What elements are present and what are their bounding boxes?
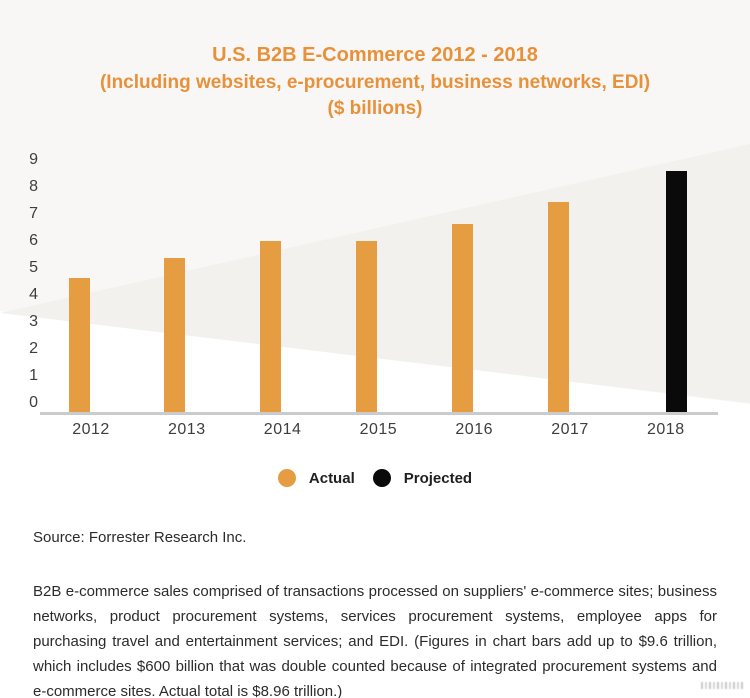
source-text: Source: Forrester Research Inc.: [33, 529, 247, 546]
bar-2012-actual: [68, 277, 90, 412]
y-tick-label-8: 8: [29, 178, 38, 195]
y-tick-label-2: 2: [29, 340, 38, 357]
chart-title-line-2: (Including websites, e-procurement, busi…: [99, 72, 651, 93]
legend-item-actual: Actual: [277, 469, 355, 487]
y-tick-label-0: 0: [29, 394, 38, 411]
watermark: [701, 682, 745, 689]
legend-label-projected: Projected: [403, 469, 473, 487]
chart-title-line-1: U.S. B2B E-Commerce 2012 - 2018: [212, 44, 538, 66]
y-tick-label-4: 4: [29, 286, 38, 303]
footnote-text: B2B e-commerce sales comprised of transa…: [33, 583, 717, 698]
chart-title-line-3: ($ billions): [327, 98, 423, 119]
y-tick-label-9: 9: [29, 151, 38, 168]
y-tick-label-1: 1: [29, 367, 38, 384]
x-tick-label-2017: 2017: [551, 421, 589, 438]
x-tick-label-2013: 2013: [168, 421, 206, 438]
bar-2017-actual: [547, 202, 569, 412]
bar-2013-actual: [164, 258, 186, 412]
bar-2014-actual: [260, 241, 282, 412]
bar-2015-actual: [355, 241, 377, 412]
y-tick-label-7: 7: [29, 205, 38, 222]
legend-item-projected: Projected: [372, 469, 473, 487]
chart-legend: Actual Projected: [0, 469, 750, 487]
legend-label-actual: Actual: [308, 469, 355, 487]
x-tick-label-2012: 2012: [72, 421, 110, 438]
bar-2016-actual: [451, 224, 473, 412]
legend-dot-projected: [372, 469, 391, 487]
chart-title-block: U.S. B2B E-Commerce 2012 - 2018 (Includi…: [0, 42, 750, 122]
x-tick-label-2016: 2016: [455, 421, 493, 438]
x-tick-label-2018: 2018: [647, 421, 685, 438]
legend-dot-actual: [277, 469, 296, 487]
y-tick-label-5: 5: [29, 259, 38, 276]
x-axis-line: [40, 412, 718, 415]
y-tick-label-3: 3: [29, 313, 38, 330]
y-tick-label-6: 6: [29, 232, 38, 249]
x-tick-label-2014: 2014: [263, 421, 302, 438]
bar-2018-projected: [666, 171, 688, 412]
x-tick-label-2015: 2015: [359, 421, 398, 438]
